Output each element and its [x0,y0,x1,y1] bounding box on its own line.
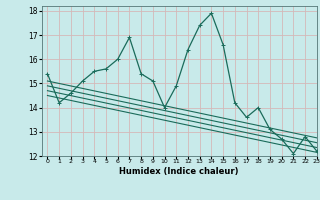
X-axis label: Humidex (Indice chaleur): Humidex (Indice chaleur) [119,167,239,176]
